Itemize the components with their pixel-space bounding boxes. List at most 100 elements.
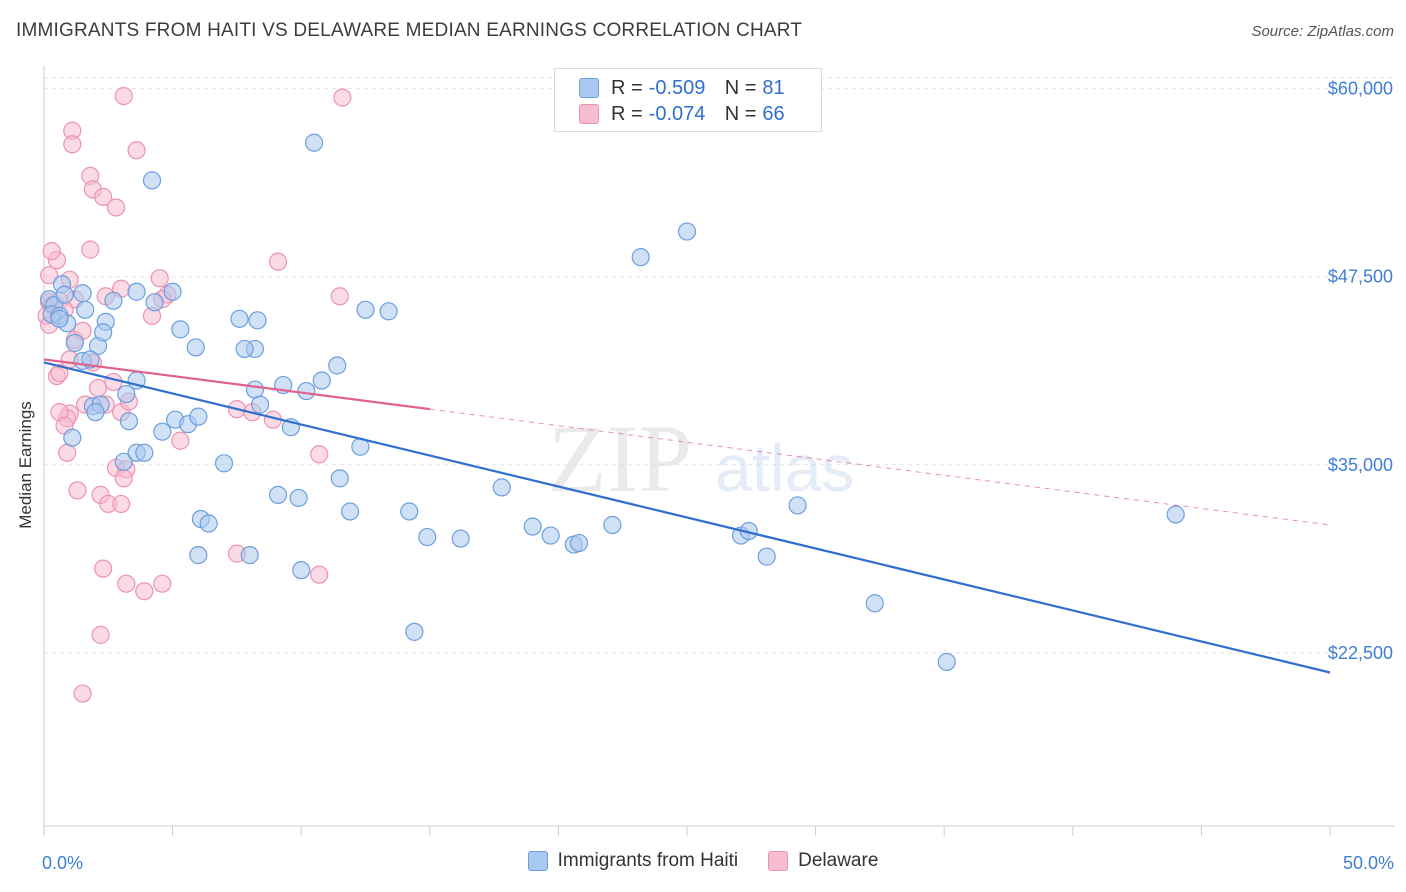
haiti-point xyxy=(248,311,267,330)
n-value-delaware: 66 xyxy=(762,102,785,125)
delaware-point xyxy=(106,198,126,217)
haiti-point xyxy=(677,222,697,241)
delaware-point xyxy=(150,269,169,288)
chart-legend: Immigrants from Haiti Delaware xyxy=(0,850,1406,872)
haiti-point xyxy=(153,422,172,441)
haiti-point xyxy=(230,309,249,328)
x-tick-label-max: 50.0% xyxy=(1343,853,1394,873)
haiti-point xyxy=(117,384,136,404)
haiti-point xyxy=(631,248,650,267)
haiti-point xyxy=(81,350,100,369)
delaware-point xyxy=(63,135,82,154)
haiti-point xyxy=(163,282,182,301)
chart-title: IMMIGRANTS FROM HAITI VS DELAWARE MEDIAN… xyxy=(16,20,803,41)
haiti-point xyxy=(328,356,347,375)
haiti-point xyxy=(340,502,360,521)
haiti-point xyxy=(356,300,375,319)
haiti-point xyxy=(492,478,511,497)
haiti-point xyxy=(63,428,82,447)
haiti-point xyxy=(142,171,162,190)
delaware-point xyxy=(94,559,113,578)
r-value-haiti: -0.509 xyxy=(648,76,706,99)
haiti-swatch xyxy=(579,78,599,98)
delaware-point xyxy=(58,443,77,462)
haiti-point xyxy=(199,514,218,533)
haiti-point xyxy=(312,371,331,390)
delaware-point xyxy=(330,287,349,306)
haiti-points xyxy=(40,133,1185,672)
haiti-point xyxy=(114,452,133,471)
y-tick-label: $22,500 xyxy=(1328,643,1393,663)
r-value-delaware: -0.074 xyxy=(648,102,706,125)
stat-row-haiti: R = -0.509 N = 81 xyxy=(579,75,785,101)
haiti-point xyxy=(171,320,190,339)
delaware-point xyxy=(135,582,154,601)
haiti-point xyxy=(73,284,92,303)
r-label: R = xyxy=(611,76,643,99)
haiti-point xyxy=(94,323,113,342)
haiti-point xyxy=(451,529,470,548)
haiti-point xyxy=(379,302,398,321)
haiti-point xyxy=(127,282,146,301)
haiti-point xyxy=(189,407,208,426)
delaware-point xyxy=(310,565,329,584)
haiti-point xyxy=(245,380,265,399)
y-tick-labels: $22,500 $35,000 $47,500 $60,000 xyxy=(1328,79,1393,663)
haiti-point xyxy=(304,133,324,152)
n-value-haiti: 81 xyxy=(762,76,785,99)
delaware-swatch xyxy=(579,104,599,124)
haiti-point xyxy=(55,285,74,304)
haiti-point xyxy=(189,546,208,565)
legend-haiti-label: Immigrants from Haiti xyxy=(557,850,739,871)
haiti-point xyxy=(214,454,234,473)
haiti-point xyxy=(104,291,123,310)
delaware-point xyxy=(310,445,329,464)
delaware-point xyxy=(127,141,146,160)
haiti-point xyxy=(788,496,807,515)
delaware-point xyxy=(153,574,172,593)
correlation-stats-box: R = -0.509 N = 81 R = -0.074 N = 66 xyxy=(554,68,822,132)
x-tick-label-min: 0.0% xyxy=(42,853,83,873)
haiti-point xyxy=(289,488,308,508)
haiti-point xyxy=(418,527,437,547)
haiti-point xyxy=(235,339,254,359)
haiti-point xyxy=(865,594,884,613)
haiti-point xyxy=(297,381,316,401)
y-tick-label: $60,000 xyxy=(1328,79,1393,99)
haiti-point xyxy=(330,469,349,488)
haiti-point xyxy=(240,546,259,565)
haiti-point xyxy=(135,443,154,462)
haiti-trend-line xyxy=(43,361,1331,674)
haiti-point xyxy=(937,652,956,672)
delaware-point xyxy=(104,372,123,392)
delaware-point xyxy=(68,481,87,500)
haiti-point xyxy=(523,517,542,536)
legend-delaware-label: Delaware xyxy=(798,850,879,871)
delaware-point xyxy=(112,494,131,514)
haiti-point xyxy=(1166,505,1185,524)
axes xyxy=(43,66,1394,836)
haiti-point xyxy=(292,561,311,580)
delaware-point xyxy=(171,431,190,450)
delaware-point xyxy=(333,88,352,107)
delaware-point xyxy=(40,266,59,285)
haiti-point xyxy=(50,309,69,328)
haiti-point xyxy=(86,403,105,422)
delaware-point xyxy=(94,187,113,207)
haiti-point xyxy=(145,293,164,312)
haiti-point xyxy=(119,412,138,431)
trend-lines xyxy=(43,358,1331,674)
y-tick-label: $35,000 xyxy=(1328,455,1393,475)
legend-item-haiti[interactable]: Immigrants from Haiti xyxy=(527,850,739,872)
x-tick-labels: 0.0% 50.0% xyxy=(42,853,1394,873)
delaware-trend-line xyxy=(43,358,430,411)
haiti-point xyxy=(268,485,288,505)
watermark-zip: ZIP xyxy=(548,405,692,512)
r-label: R = xyxy=(611,102,643,125)
source-credit: Source: ZipAtlas.com xyxy=(1251,23,1394,40)
delaware-point xyxy=(117,574,136,593)
delaware-point xyxy=(114,469,133,488)
haiti-point xyxy=(541,526,560,545)
legend-item-delaware[interactable]: Delaware xyxy=(768,850,878,872)
grid-lines xyxy=(44,77,1394,654)
